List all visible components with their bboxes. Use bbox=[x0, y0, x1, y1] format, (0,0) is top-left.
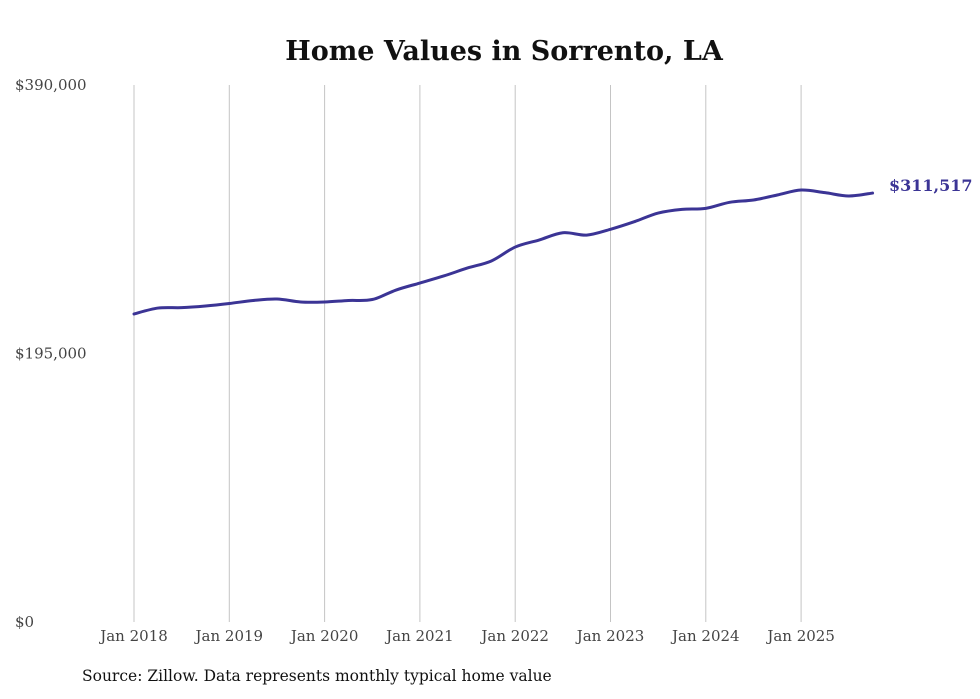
chart-title: Home Values in Sorrento, LA bbox=[285, 36, 724, 67]
end-value-label: $311,517 bbox=[889, 176, 973, 195]
gridlines bbox=[133, 85, 802, 622]
y-tick-label: $390,000 bbox=[15, 76, 87, 94]
x-tick-label: Jan 2020 bbox=[289, 627, 359, 645]
x-tick-label: Jan 2023 bbox=[575, 627, 645, 645]
source-note: Source: Zillow. Data represents monthly … bbox=[82, 667, 552, 685]
x-tick-label: Jan 2019 bbox=[194, 627, 264, 645]
x-tick-label: Jan 2025 bbox=[765, 627, 835, 645]
x-tick-label: Jan 2018 bbox=[98, 627, 168, 645]
y-tick-label: $0 bbox=[15, 613, 34, 631]
x-axis: Jan 2018 Jan 2019 Jan 2020 Jan 2021 Jan 2022… bbox=[98, 627, 835, 645]
y-axis: $0 $195,000 $390,000 bbox=[15, 76, 87, 631]
series-line bbox=[132, 188, 875, 316]
x-tick-label: Jan 2024 bbox=[670, 627, 740, 645]
y-tick-label: $195,000 bbox=[15, 345, 87, 363]
x-tick-label: Jan 2021 bbox=[384, 627, 454, 645]
x-tick-label: Jan 2022 bbox=[479, 627, 549, 645]
